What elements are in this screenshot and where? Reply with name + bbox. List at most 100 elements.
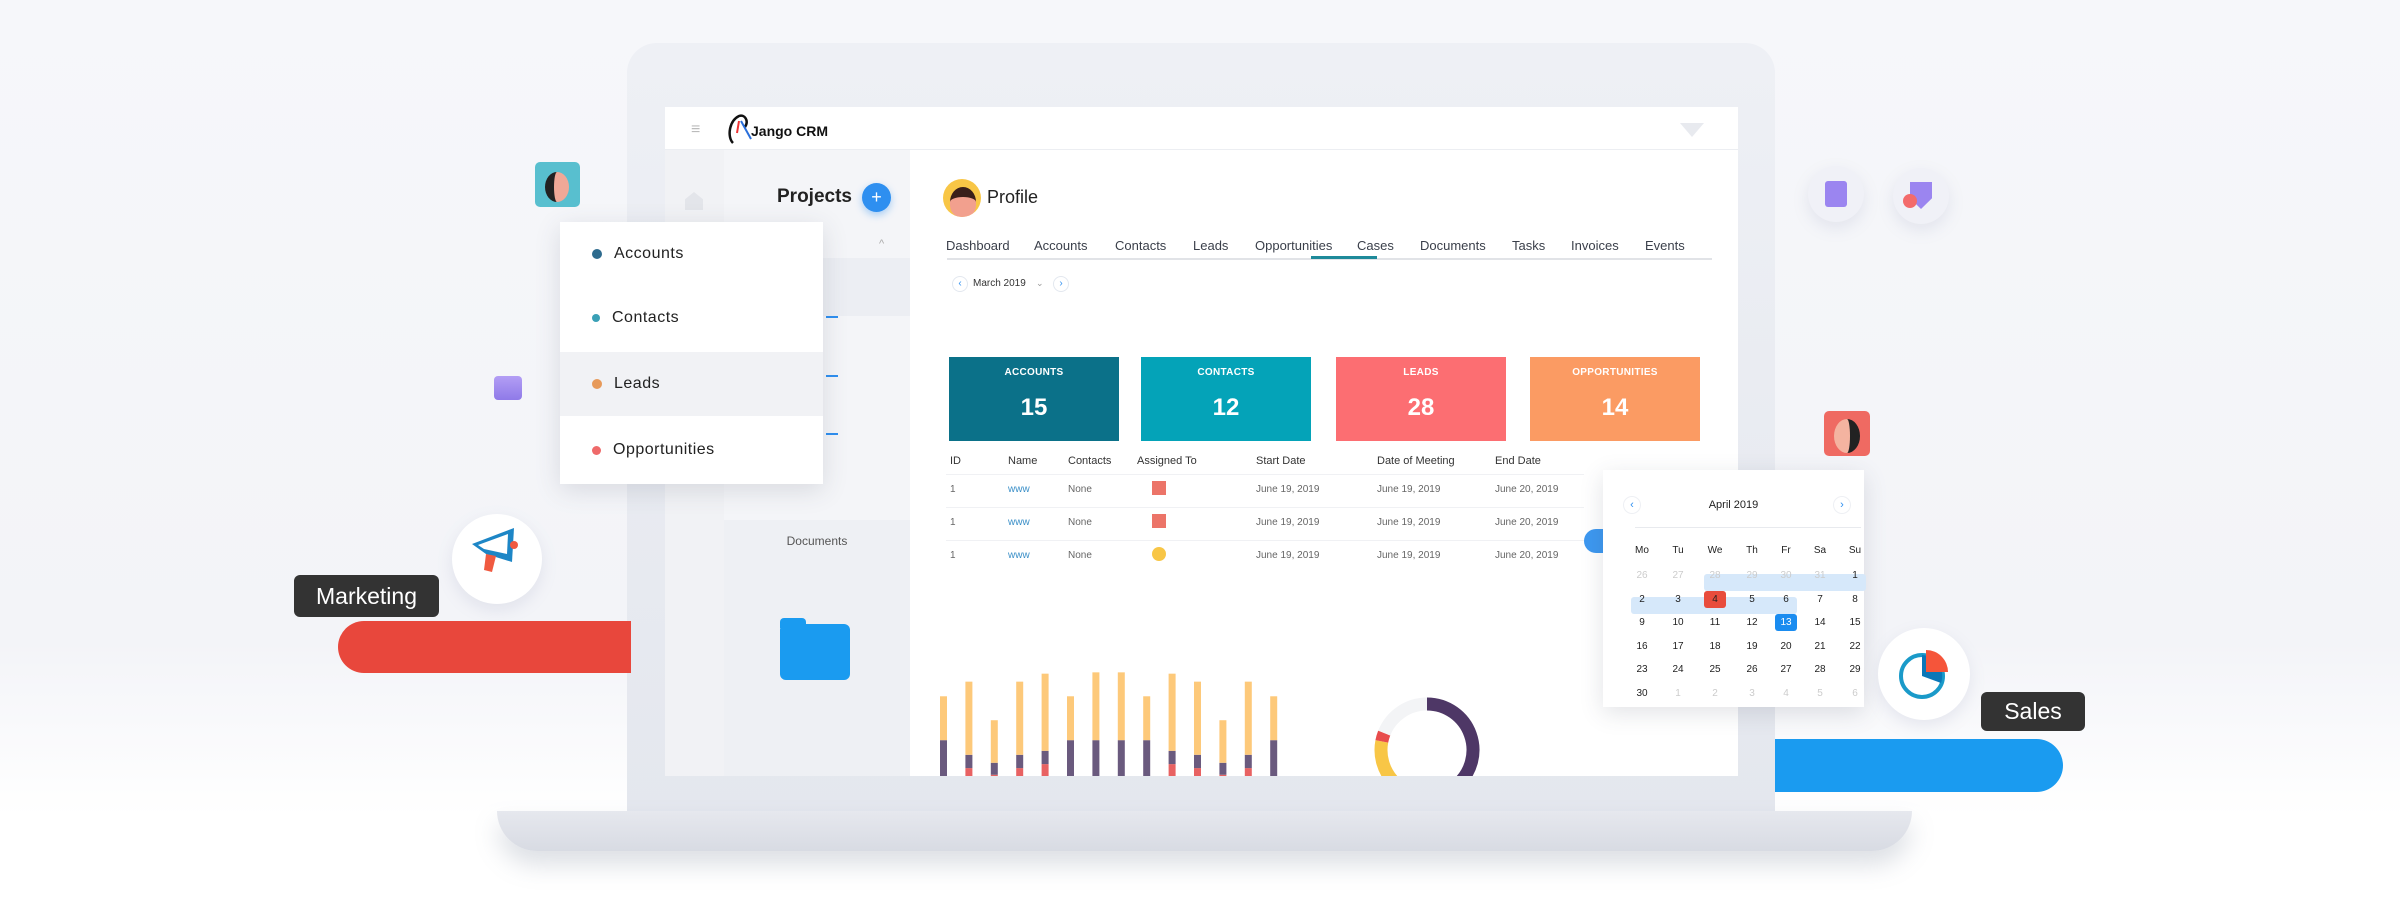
calendar-day[interactable]: 12: [1746, 617, 1758, 628]
calendar-day[interactable]: 5: [1817, 687, 1823, 699]
donut-slice: [1374, 740, 1398, 776]
stat-card-accounts[interactable]: ACCOUNTS 15: [949, 357, 1119, 441]
bar-segment: [1168, 673, 1176, 751]
pie-chart-badge: [1878, 628, 1970, 720]
calendar-day[interactable]: 29: [1746, 570, 1758, 581]
table-cell: 1: [950, 484, 956, 495]
calendar-day[interactable]: 1: [1852, 570, 1858, 581]
calendar-day[interactable]: 4: [1704, 590, 1726, 608]
chevron-up-icon[interactable]: ^: [879, 238, 885, 250]
stat-card-leads[interactable]: LEADS 28: [1336, 357, 1506, 441]
menu-item-opportunities[interactable]: Opportunities: [560, 418, 823, 482]
calendar-day[interactable]: 17: [1672, 640, 1684, 652]
megaphone-icon: [472, 528, 518, 572]
calendar-title: April 2019: [1708, 499, 1759, 511]
profile-avatar[interactable]: [943, 179, 981, 217]
next-month-button[interactable]: ›: [1833, 496, 1851, 514]
calendar-day[interactable]: 31: [1814, 570, 1826, 581]
prev-month-button[interactable]: ‹: [1623, 496, 1641, 514]
bar-segment: [965, 681, 973, 755]
tab-cases[interactable]: Cases: [1357, 238, 1394, 253]
weekday-label: Su: [1848, 545, 1862, 556]
dropdown-triangle-icon[interactable]: [1680, 123, 1704, 137]
calendar-day[interactable]: 27: [1672, 570, 1684, 581]
calendar-day[interactable]: 6: [1783, 593, 1789, 605]
hamburger-menu-icon[interactable]: ≡: [691, 121, 701, 138]
calendar-day[interactable]: 13: [1775, 614, 1797, 631]
calendar-day[interactable]: 28: [1709, 570, 1721, 581]
table-cell: June 20, 2019: [1495, 517, 1559, 528]
user-avatar-red: [1824, 411, 1870, 456]
bar-segment: [1168, 750, 1176, 765]
tab-leads[interactable]: Leads: [1193, 238, 1229, 253]
calendar-day[interactable]: 21: [1814, 640, 1826, 652]
next-month-button[interactable]: ›: [1053, 276, 1069, 292]
tab-tasks[interactable]: Tasks: [1512, 238, 1546, 253]
calendar-day[interactable]: 15: [1849, 617, 1861, 628]
menu-item-leads[interactable]: Leads: [560, 352, 823, 416]
calendar-day[interactable]: 4: [1783, 687, 1789, 699]
stat-card-contacts[interactable]: CONTACTS 12: [1141, 357, 1311, 441]
calendar-day[interactable]: 6: [1852, 687, 1858, 699]
prev-month-button[interactable]: ‹: [952, 276, 968, 292]
calendar-day[interactable]: 27: [1780, 664, 1792, 675]
calendar-day[interactable]: 10: [1672, 617, 1684, 628]
home-icon[interactable]: [685, 192, 703, 210]
row-divider: [946, 474, 1584, 475]
documents-card[interactable]: Documents: [724, 520, 910, 776]
calendar-day[interactable]: 2: [1712, 687, 1718, 699]
table-header: End Date: [1495, 455, 1541, 467]
tab-dashboard[interactable]: Dashboard: [946, 238, 1010, 253]
calendar-day[interactable]: 14: [1814, 617, 1826, 628]
tab-invoices[interactable]: Invoices: [1571, 238, 1619, 253]
calendar-day[interactable]: 2: [1639, 593, 1645, 605]
stat-card-value: 14: [1601, 394, 1629, 421]
calendar-day[interactable]: 24: [1672, 664, 1684, 675]
menu-item-contacts[interactable]: Contacts: [560, 286, 823, 350]
bar-segment: [1194, 768, 1201, 776]
calendar-day[interactable]: 22: [1849, 640, 1861, 652]
month-selector[interactable]: March 2019: [973, 278, 1026, 289]
tab-events[interactable]: Events: [1645, 238, 1685, 253]
bar-segment: [1143, 740, 1151, 776]
calendar-day[interactable]: 26: [1636, 570, 1648, 581]
calendar-day[interactable]: 19: [1746, 640, 1758, 652]
weekday-label: Sa: [1813, 545, 1827, 556]
calendar-day[interactable]: 11: [1709, 617, 1721, 628]
calendar-day[interactable]: 5: [1749, 593, 1755, 605]
tab-documents[interactable]: Documents: [1420, 238, 1486, 253]
calendar-day[interactable]: 18: [1709, 640, 1721, 652]
tab-opportunities[interactable]: Opportunities: [1255, 238, 1333, 253]
calendar-day[interactable]: 28: [1814, 664, 1826, 675]
chevron-down-icon[interactable]: ⌄: [1036, 278, 1044, 288]
calendar-day[interactable]: 23: [1636, 664, 1648, 675]
record-link[interactable]: www: [1008, 484, 1030, 495]
calendar-day[interactable]: 3: [1675, 593, 1681, 605]
calendar-day[interactable]: 20: [1780, 640, 1792, 652]
bar-segment: [1092, 740, 1100, 776]
bar-segment: [1041, 764, 1049, 776]
calendar-day[interactable]: 25: [1709, 664, 1721, 675]
record-link[interactable]: www: [1008, 550, 1030, 561]
add-project-button[interactable]: +: [862, 183, 891, 212]
calendar-day[interactable]: 8: [1852, 593, 1858, 605]
calendar-day[interactable]: 3: [1749, 687, 1755, 699]
projects-title: Projects: [777, 186, 852, 207]
calendar-day[interactable]: 30: [1780, 570, 1792, 581]
bar-segment: [1244, 754, 1252, 769]
calendar-day[interactable]: 1: [1675, 687, 1681, 699]
menu-item-accounts[interactable]: Accounts: [560, 222, 823, 286]
table-cell: None: [1068, 550, 1092, 561]
calendar-day[interactable]: 9: [1639, 617, 1645, 628]
folder-tab-icon: [780, 618, 806, 628]
calendar-day[interactable]: 7: [1817, 593, 1823, 605]
tab-contacts[interactable]: Contacts: [1115, 238, 1167, 253]
calendar-day[interactable]: 16: [1636, 640, 1648, 652]
record-link[interactable]: www: [1008, 517, 1030, 528]
calendar-day[interactable]: 30: [1636, 687, 1648, 699]
calendar-day[interactable]: 29: [1849, 664, 1861, 675]
tab-accounts[interactable]: Accounts: [1034, 238, 1088, 253]
sales-label: Sales: [1981, 692, 2085, 731]
calendar-day[interactable]: 26: [1746, 664, 1758, 675]
stat-card-opportunities[interactable]: OPPORTUNITIES 14: [1530, 357, 1700, 441]
